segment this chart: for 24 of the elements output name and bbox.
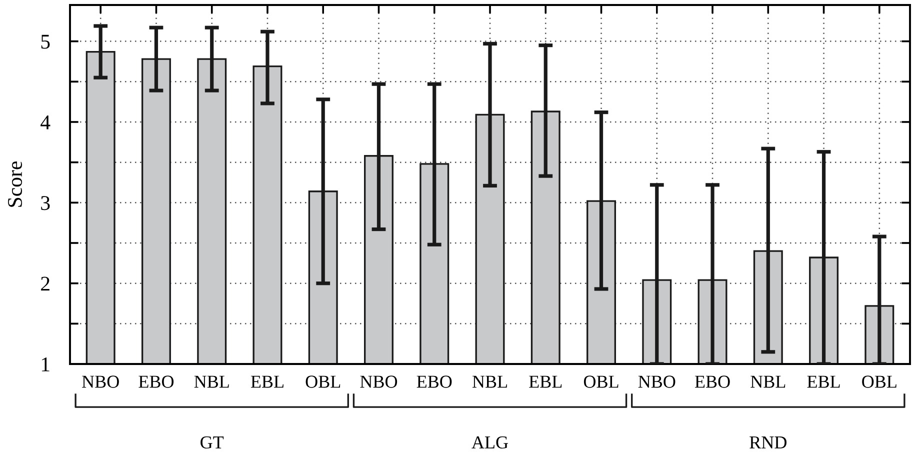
x-tick-label: OBL [862,376,896,388]
x-tick-label: EBO [138,376,174,388]
x-tick-label: NBO [638,376,676,388]
y-tick-label: 1 [42,357,50,372]
x-tick-label: OBL [306,376,340,388]
x-tick-label: NBL [750,376,786,388]
x-tick-label: EBL [250,376,284,388]
x-tick-label: EBL [807,376,840,388]
text: RND [750,436,786,448]
x-tick-label: EBO [416,376,452,388]
x-tick-label: EBL [529,376,562,388]
x-tick-label: NBL [472,376,507,388]
x-tick-label: NBO [360,376,398,388]
text: ALG [472,436,508,449]
y-tick-label: 3 [41,196,50,210]
y-tick-label: 5 [41,34,50,49]
text: GT [200,436,224,449]
x-tick-label: NBO [82,376,119,388]
y-axis-title: Score [8,162,22,207]
y-tick-label: 4 [40,115,50,130]
x-tick-label: OBL [584,376,618,388]
x-tick-label: NBL [194,376,229,388]
y-tick-label: 2 [41,276,50,291]
x-tick-label: EBO [694,376,730,388]
